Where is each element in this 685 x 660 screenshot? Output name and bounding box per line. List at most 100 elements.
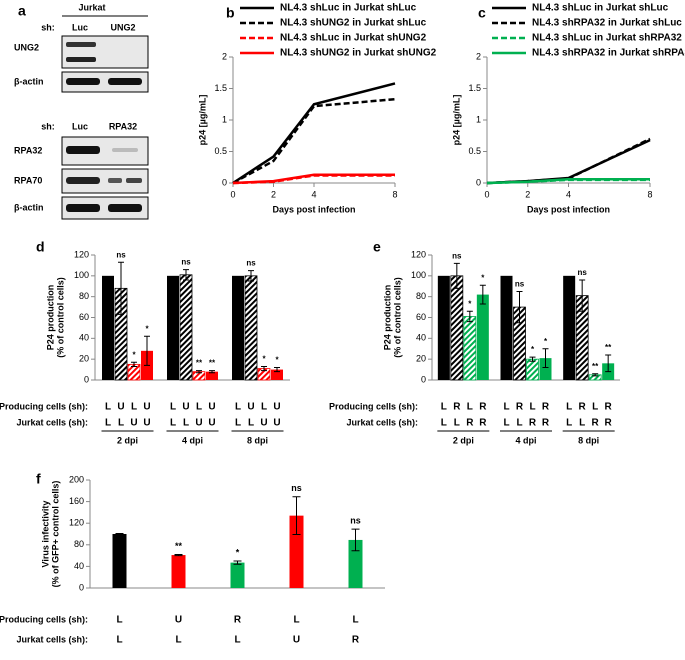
row-label: Producing cells (sh):	[0, 401, 88, 411]
jurkat-label: L	[118, 418, 124, 429]
y-tick-label: 0	[476, 177, 481, 187]
jurkat-label: R	[352, 635, 360, 646]
significance: *	[145, 324, 149, 333]
line	[486, 177, 650, 185]
line	[486, 137, 651, 185]
x-tick-label: 2	[525, 189, 530, 199]
significance: **	[175, 541, 183, 551]
legend-label: NL4.3 shRPA32 in Jurkat shLuc	[532, 18, 682, 29]
jurkat-label: R	[466, 418, 474, 429]
significance: **	[196, 359, 203, 368]
producing-label: U	[143, 402, 150, 413]
blot	[61, 196, 149, 220]
jurkat-label: L	[170, 418, 176, 429]
producing-label: R	[234, 615, 242, 626]
y-tick-label: 100	[74, 270, 89, 280]
panel-letter: b	[226, 5, 235, 21]
line	[486, 139, 651, 185]
bar	[539, 358, 552, 380]
error-bar	[115, 532, 124, 536]
lane-label: UNG2	[110, 22, 135, 32]
y-axis-label: (% of control cells)	[55, 277, 65, 358]
band	[126, 178, 142, 183]
significance: ns	[116, 250, 126, 259]
significance: *	[531, 345, 535, 354]
error-bar	[605, 354, 612, 373]
error-bar	[248, 270, 254, 282]
band	[66, 177, 100, 184]
producing-label: L	[592, 402, 598, 413]
jurkat-label: R	[605, 418, 613, 429]
x-tick-label: 2 dpi	[453, 435, 474, 445]
error-bar	[516, 290, 523, 324]
y-tick-label: 2	[222, 51, 227, 61]
producing-label: R	[542, 402, 550, 413]
jurkat-label: L	[234, 635, 240, 646]
y-axis-label: P24 production	[45, 285, 55, 351]
x-tick-label: 4	[311, 189, 316, 199]
error-bar	[261, 365, 267, 372]
band	[108, 204, 142, 212]
y-tick-label: 20	[416, 354, 426, 364]
blot	[61, 35, 149, 69]
sh-label: sh:	[41, 22, 55, 32]
x-axis-label: Days post infection	[527, 204, 610, 214]
significance: ns	[246, 259, 256, 268]
producing-label: U	[117, 402, 124, 413]
jurkat-label: U	[208, 418, 215, 429]
bar	[244, 275, 258, 381]
jurkat-label: U	[130, 418, 137, 429]
band-label: RPA70	[14, 175, 42, 185]
y-tick-label: 60	[416, 312, 426, 322]
jurkat-label: L	[235, 418, 241, 429]
bar	[179, 274, 193, 381]
jurkat-label: L	[441, 418, 447, 429]
y-tick-label: 0.5	[468, 146, 481, 156]
bar	[232, 275, 244, 380]
y-axis-label: P24 production	[382, 285, 392, 351]
significance: *	[132, 350, 136, 359]
row-label: Producing cells (sh):	[0, 614, 88, 624]
band	[66, 146, 100, 154]
jurkat-label: L	[183, 418, 189, 429]
legend-label: NL4.3 shLuc in Jurkat shLuc	[532, 3, 669, 14]
producing-label: L	[467, 402, 473, 413]
jurkat-label: U	[293, 635, 300, 646]
significance: **	[605, 343, 612, 352]
error-bar	[453, 262, 460, 289]
error-bar	[592, 373, 599, 377]
bar	[289, 515, 304, 588]
legend-label: NL4.3 shLuc in Jurkat shLuc	[280, 3, 417, 14]
producing-label: L	[131, 402, 137, 413]
bar	[167, 275, 179, 380]
panel-letter: c	[478, 5, 486, 21]
y-tick-label: 60	[79, 312, 89, 322]
error-bar	[579, 279, 586, 312]
y-tick-label: 0	[84, 374, 89, 384]
error-bar	[196, 370, 202, 374]
error-bar	[209, 370, 215, 374]
jurkat-label: L	[503, 418, 509, 429]
row-label: Jurkat cells (sh):	[16, 417, 88, 427]
significance: *	[481, 273, 485, 282]
band-label: UNG2	[14, 42, 39, 52]
y-tick-label: 1.5	[214, 83, 227, 93]
jurkat-label: R	[479, 418, 487, 429]
y-axis-label: p24 [µg/mL]	[451, 95, 461, 146]
jurkat-label: U	[143, 418, 150, 429]
jurkat-label: R	[542, 418, 550, 429]
panel-a: a Jurkat sh: Luc UNG2 UNG2 β-actin sh: L…	[14, 2, 149, 220]
x-tick-label: 2	[271, 189, 276, 199]
producing-label: L	[170, 402, 176, 413]
x-tick-label: 8 dpi	[578, 435, 599, 445]
y-tick-label: 2	[476, 51, 481, 61]
error-bar	[542, 348, 549, 368]
producing-label: U	[247, 402, 254, 413]
line	[232, 97, 396, 185]
y-tick-label: 120	[69, 518, 84, 528]
band	[66, 42, 96, 47]
bar	[476, 294, 489, 380]
y-tick-label: 120	[411, 249, 426, 259]
jurkat-label: L	[516, 418, 522, 429]
